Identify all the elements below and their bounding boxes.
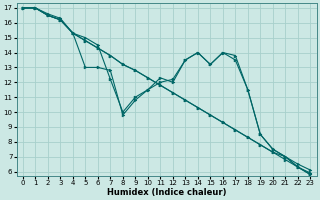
X-axis label: Humidex (Indice chaleur): Humidex (Indice chaleur) bbox=[107, 188, 226, 197]
